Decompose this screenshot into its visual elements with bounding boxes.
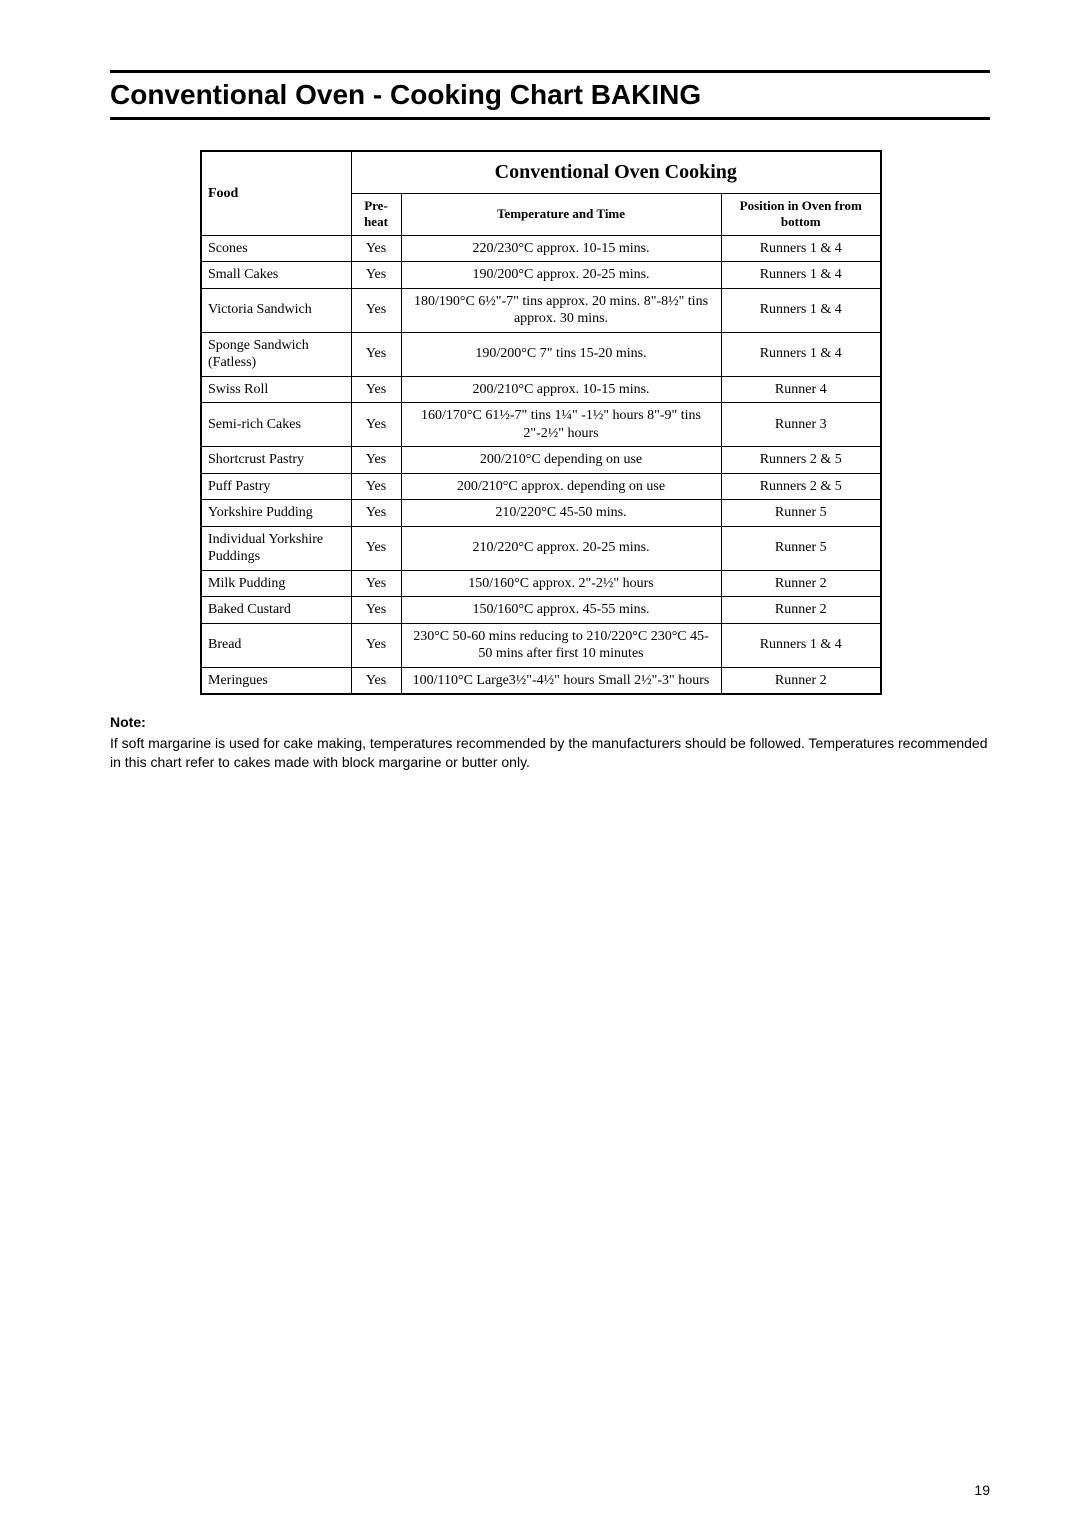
cell-temp: 200/210°C approx. depending on use [401, 473, 721, 500]
cell-temp: 200/210°C approx. 10-15 mins. [401, 376, 721, 403]
cell-preheat: Yes [351, 526, 401, 570]
cell-position: Runner 2 [721, 667, 881, 694]
cell-preheat: Yes [351, 667, 401, 694]
header-temp: Temperature and Time [401, 194, 721, 236]
cell-food: Semi-rich Cakes [201, 403, 351, 447]
cell-temp: 220/230°C approx. 10-15 mins. [401, 235, 721, 262]
table-head-row-1: Food Conventional Oven Cooking [201, 151, 881, 194]
table-row: Swiss RollYes200/210°C approx. 10-15 min… [201, 376, 881, 403]
table-row: Shortcrust PastryYes200/210°C depending … [201, 447, 881, 474]
table-row: Yorkshire PuddingYes210/220°C 45-50 mins… [201, 500, 881, 527]
table-row: Baked CustardYes150/160°C approx. 45-55 … [201, 597, 881, 624]
table-row: Small CakesYes190/200°C approx. 20-25 mi… [201, 262, 881, 289]
cell-food: Baked Custard [201, 597, 351, 624]
cooking-chart-table: Food Conventional Oven Cooking Pre-heat … [200, 150, 882, 695]
bottom-rule [110, 117, 990, 120]
cell-position: Runners 1 & 4 [721, 623, 881, 667]
cell-preheat: Yes [351, 500, 401, 527]
cell-temp: 230°C 50-60 mins reducing to 210/220°C 2… [401, 623, 721, 667]
cell-temp: 160/170°C 61½-7" tins 1¼" -1½" hours 8"-… [401, 403, 721, 447]
cell-food: Bread [201, 623, 351, 667]
cell-food: Yorkshire Pudding [201, 500, 351, 527]
cell-position: Runners 1 & 4 [721, 288, 881, 332]
cell-food: Puff Pastry [201, 473, 351, 500]
note-label: Note: [110, 713, 990, 732]
table-row: SconesYes220/230°C approx. 10-15 mins.Ru… [201, 235, 881, 262]
cell-position: Runner 4 [721, 376, 881, 403]
cell-position: Runner 5 [721, 500, 881, 527]
note-text: If soft margarine is used for cake makin… [110, 735, 988, 770]
cell-food: Milk Pudding [201, 570, 351, 597]
cell-temp: 180/190°C 6½"-7" tins approx. 20 mins. 8… [401, 288, 721, 332]
cell-preheat: Yes [351, 376, 401, 403]
header-span-title: Conventional Oven Cooking [351, 151, 881, 194]
cell-food: Sponge Sandwich (Fatless) [201, 332, 351, 376]
page-title: Conventional Oven - Cooking Chart BAKING [110, 79, 990, 111]
header-position: Position in Oven from bottom [721, 194, 881, 236]
header-preheat: Pre-heat [351, 194, 401, 236]
cell-temp: 210/220°C approx. 20-25 mins. [401, 526, 721, 570]
cell-position: Runner 3 [721, 403, 881, 447]
note-block: Note: If soft margarine is used for cake… [110, 713, 990, 772]
table-row: Individual Yorkshire PuddingsYes210/220°… [201, 526, 881, 570]
table-head: Food Conventional Oven Cooking Pre-heat … [201, 151, 881, 235]
top-rule [110, 70, 990, 73]
cell-position: Runners 2 & 5 [721, 447, 881, 474]
cell-temp: 190/200°C 7" tins 15-20 mins. [401, 332, 721, 376]
cell-preheat: Yes [351, 447, 401, 474]
table-row: MeringuesYes100/110°C Large3½"-4½" hours… [201, 667, 881, 694]
table-row: Puff PastryYes200/210°C approx. dependin… [201, 473, 881, 500]
cell-food: Scones [201, 235, 351, 262]
table-row: Semi-rich CakesYes160/170°C 61½-7" tins … [201, 403, 881, 447]
cell-temp: 150/160°C approx. 45-55 mins. [401, 597, 721, 624]
cell-preheat: Yes [351, 332, 401, 376]
cell-temp: 200/210°C depending on use [401, 447, 721, 474]
cell-food: Shortcrust Pastry [201, 447, 351, 474]
cooking-table-wrap: Food Conventional Oven Cooking Pre-heat … [200, 150, 880, 695]
cell-temp: 150/160°C approx. 2"-2½" hours [401, 570, 721, 597]
cell-preheat: Yes [351, 473, 401, 500]
cell-food: Individual Yorkshire Puddings [201, 526, 351, 570]
page-number: 19 [974, 1482, 990, 1498]
cell-position: Runners 1 & 4 [721, 262, 881, 289]
table-row: Milk PuddingYes150/160°C approx. 2"-2½" … [201, 570, 881, 597]
page: Conventional Oven - Cooking Chart BAKING… [0, 0, 1080, 1528]
cell-position: Runners 1 & 4 [721, 235, 881, 262]
cell-preheat: Yes [351, 570, 401, 597]
table-row: Sponge Sandwich (Fatless)Yes190/200°C 7"… [201, 332, 881, 376]
cell-position: Runner 2 [721, 570, 881, 597]
table-row: BreadYes230°C 50-60 mins reducing to 210… [201, 623, 881, 667]
cell-position: Runner 2 [721, 597, 881, 624]
cell-preheat: Yes [351, 235, 401, 262]
cell-temp: 190/200°C approx. 20-25 mins. [401, 262, 721, 289]
cell-position: Runners 2 & 5 [721, 473, 881, 500]
cell-food: Meringues [201, 667, 351, 694]
cell-temp: 210/220°C 45-50 mins. [401, 500, 721, 527]
table-row: Victoria SandwichYes180/190°C 6½"-7" tin… [201, 288, 881, 332]
cell-position: Runner 5 [721, 526, 881, 570]
table-body: SconesYes220/230°C approx. 10-15 mins.Ru… [201, 235, 881, 694]
cell-preheat: Yes [351, 288, 401, 332]
cell-food: Swiss Roll [201, 376, 351, 403]
cell-food: Small Cakes [201, 262, 351, 289]
header-preheat-text: Pre-heat [364, 198, 388, 229]
cell-preheat: Yes [351, 597, 401, 624]
header-food: Food [201, 151, 351, 235]
cell-preheat: Yes [351, 403, 401, 447]
cell-preheat: Yes [351, 262, 401, 289]
cell-food: Victoria Sandwich [201, 288, 351, 332]
cell-temp: 100/110°C Large3½"-4½" hours Small 2½"-3… [401, 667, 721, 694]
cell-preheat: Yes [351, 623, 401, 667]
cell-position: Runners 1 & 4 [721, 332, 881, 376]
